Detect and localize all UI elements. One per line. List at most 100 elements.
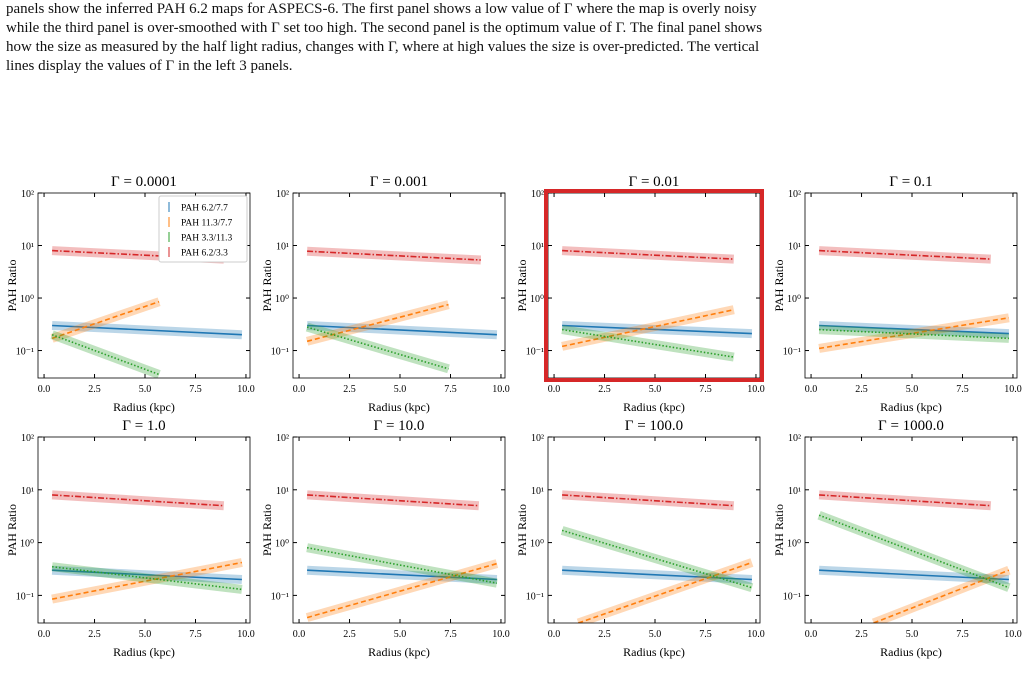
y-tick-label: 10⁻¹ xyxy=(783,347,801,358)
x-axis-label: Radius (kpc) xyxy=(368,400,430,414)
axes-frame xyxy=(547,192,761,379)
x-tick-label: 10.0 xyxy=(237,384,255,395)
trend-line xyxy=(52,569,242,581)
x-axis-label: Radius (kpc) xyxy=(113,645,175,659)
y-tick-label: 10² xyxy=(21,433,34,444)
panel: Γ = 1.0 Radius (kpc) PAH Ratio 0.0 2.5 5.0 7.5… xyxy=(5,418,255,659)
y-axis-label: PAH Ratio xyxy=(772,260,786,312)
trend-line xyxy=(561,328,734,358)
series-group xyxy=(305,490,499,622)
y-tick-label: 10⁻¹ xyxy=(526,591,544,602)
x-tick-label: 0.0 xyxy=(805,629,818,640)
axes-frame xyxy=(804,436,1018,624)
panel: Γ = 10.0 Radius (kpc) PAH Ratio 0.0 2.5 5.0 7.… xyxy=(260,418,510,659)
x-tick-label: 0.0 xyxy=(548,629,561,640)
trend-line xyxy=(306,562,498,619)
y-tick-label: 10¹ xyxy=(788,242,801,253)
x-tick-label: 5.0 xyxy=(906,384,919,395)
trend-line xyxy=(562,494,734,507)
trend-line xyxy=(819,328,1009,340)
caption-line: panels show the inferred PAH 6.2 maps fo… xyxy=(6,1,757,17)
x-tick-label: 5.0 xyxy=(139,384,152,395)
y-axis-label: PAH Ratio xyxy=(5,504,19,556)
x-tick-label: 10.0 xyxy=(747,384,765,395)
trend-line xyxy=(819,494,991,507)
y-tick-label: 10² xyxy=(276,189,289,200)
y-tick-label: 10¹ xyxy=(531,242,544,253)
y-tick-label: 10⁰ xyxy=(530,294,544,305)
trend-line xyxy=(562,324,752,335)
legend-box xyxy=(158,195,248,263)
panel-title: Γ = 0.1 xyxy=(889,174,932,190)
y-tick-label: 10⁻¹ xyxy=(783,591,801,602)
axes-frame xyxy=(547,436,761,624)
y-tick-label: 10² xyxy=(21,189,34,200)
x-tick-label: 10.0 xyxy=(1004,384,1022,395)
y-axis-label: PAH Ratio xyxy=(260,260,274,312)
y-tick-label: 10⁻¹ xyxy=(16,591,34,602)
x-tick-label: 5.0 xyxy=(394,384,407,395)
x-tick-label: 10.0 xyxy=(492,384,510,395)
series-group xyxy=(51,490,243,604)
panel-title: Γ = 0.001 xyxy=(370,174,428,190)
y-tick-label: 10² xyxy=(276,433,289,444)
caption-line: lines display the values of Γ in the lef… xyxy=(6,58,293,74)
y-tick-label: 10⁰ xyxy=(275,539,289,550)
trend-line xyxy=(819,249,991,260)
y-tick-label: 10¹ xyxy=(21,486,34,497)
y-tick-label: 10² xyxy=(788,189,801,200)
panel: Γ = 1000.0 Radius (kpc) PAH Ratio 0.0 2.5 5.0… xyxy=(772,418,1022,659)
y-axis-label: PAH Ratio xyxy=(515,260,529,312)
trend-line xyxy=(818,514,1010,589)
y-tick-label: 10⁻¹ xyxy=(271,347,289,358)
y-tick-label: 10⁰ xyxy=(20,539,34,550)
panel: Γ = 0.0001 Radius (kpc) PAH Ratio 0.0 2.5 5.0… xyxy=(5,174,255,414)
x-tick-label: 7.5 xyxy=(956,629,969,640)
y-tick-label: 10¹ xyxy=(21,242,34,253)
x-tick-label: 0.0 xyxy=(293,384,306,395)
series-group xyxy=(560,490,754,623)
panel-title: Γ = 100.0 xyxy=(625,418,683,434)
x-tick-label: 7.5 xyxy=(699,384,712,395)
trend-line xyxy=(818,317,1010,350)
panel: Γ = 0.001 Radius (kpc) PAH Ratio 0.0 2.5 5.0 7… xyxy=(260,174,510,414)
trend-line xyxy=(561,529,753,589)
series-group xyxy=(305,246,498,374)
x-tick-label: 2.5 xyxy=(343,384,356,395)
x-tick-label: 7.5 xyxy=(189,629,202,640)
x-tick-label: 5.0 xyxy=(394,629,407,640)
y-tick-label: 10⁻¹ xyxy=(271,591,289,602)
x-tick-label: 5.0 xyxy=(649,629,662,640)
x-axis-label: Radius (kpc) xyxy=(623,400,685,414)
panel: Γ = 0.1 Radius (kpc) PAH Ratio 0.0 2.5 5.0 7.5… xyxy=(772,174,1022,414)
panel: Γ = 100.0 Radius (kpc) PAH Ratio 0.0 2.5 5.0 7… xyxy=(515,418,765,659)
y-tick-label: 10⁰ xyxy=(787,294,801,305)
y-tick-label: 10⁰ xyxy=(530,539,544,550)
y-tick-label: 10⁰ xyxy=(275,294,289,305)
x-tick-label: 10.0 xyxy=(747,629,765,640)
trend-line xyxy=(819,324,1009,335)
y-axis-label: PAH Ratio xyxy=(5,260,19,312)
x-tick-label: 0.0 xyxy=(38,384,51,395)
trend-line xyxy=(819,569,1009,581)
x-tick-label: 10.0 xyxy=(1004,629,1022,640)
x-tick-label: 2.5 xyxy=(855,384,868,395)
x-tick-label: 5.0 xyxy=(139,629,152,640)
y-tick-label: 10¹ xyxy=(531,486,544,497)
trend-line xyxy=(51,300,160,340)
x-tick-label: 10.0 xyxy=(237,629,255,640)
trend-line xyxy=(52,494,224,507)
y-axis-label: PAH Ratio xyxy=(260,504,274,556)
axes-frame xyxy=(804,192,1018,379)
trend-line xyxy=(578,561,753,623)
x-tick-label: 2.5 xyxy=(855,629,868,640)
legend-label: PAH 3.3/11.3 xyxy=(181,234,233,244)
series-group xyxy=(817,490,1011,623)
y-tick-label: 10⁻¹ xyxy=(526,347,544,358)
trend-line xyxy=(306,303,449,343)
trend-line xyxy=(307,494,479,507)
trend-line xyxy=(561,308,734,348)
y-tick-label: 10² xyxy=(788,433,801,444)
x-tick-label: 7.5 xyxy=(699,629,712,640)
